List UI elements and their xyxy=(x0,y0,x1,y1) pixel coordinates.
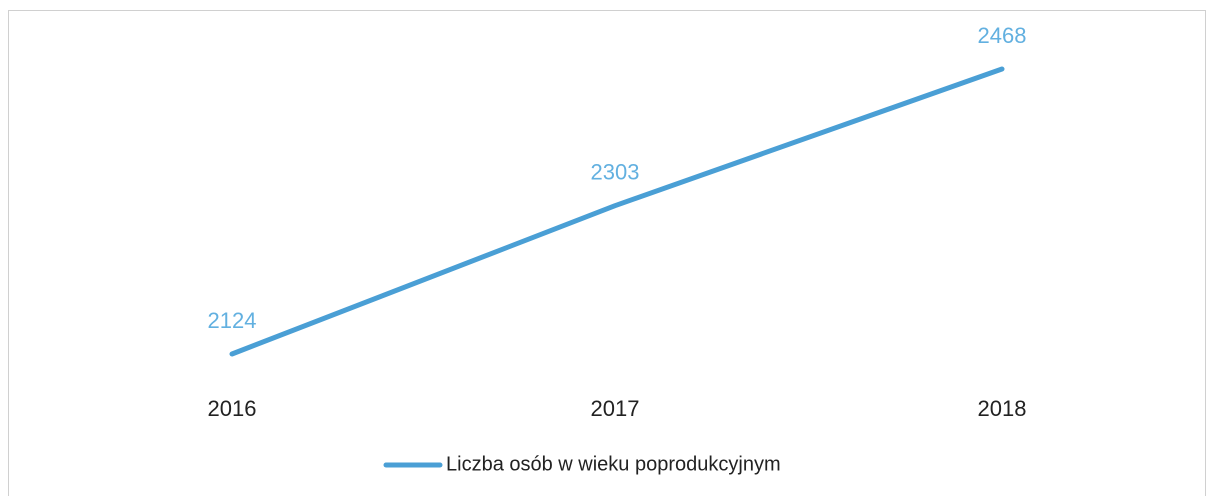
data-label: 2124 xyxy=(208,308,257,333)
chart-frame xyxy=(8,10,1206,501)
data-label: 2468 xyxy=(978,23,1027,48)
x-tick-label: 2016 xyxy=(208,396,257,421)
x-tick-label: 2017 xyxy=(591,396,640,421)
line xyxy=(229,66,1005,357)
data-label: 2303 xyxy=(591,160,640,185)
legend-label: Liczba osób w wieku poprodukcyjnym xyxy=(446,453,781,475)
x-tick-label: 2018 xyxy=(978,396,1027,421)
